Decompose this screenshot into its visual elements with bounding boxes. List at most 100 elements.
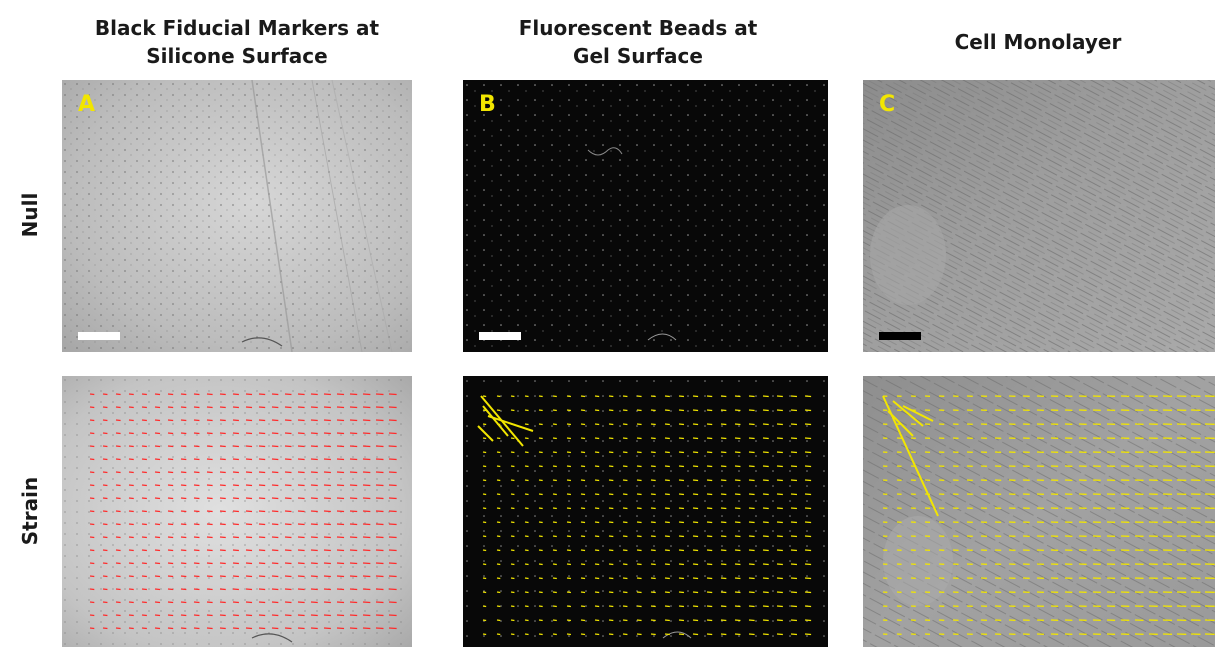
displacement-vector	[232, 614, 239, 617]
displacement-vector	[636, 521, 642, 524]
displacement-vector	[636, 563, 642, 566]
displacement-vector	[323, 601, 331, 604]
displacement-vector	[608, 507, 614, 510]
displacement-vector	[790, 619, 798, 622]
displacement-vector	[310, 614, 318, 617]
displacement-vector	[650, 423, 656, 426]
displacement-vector	[388, 510, 397, 513]
displacement-vector	[762, 451, 769, 454]
displacement-vector	[762, 521, 769, 524]
displacement-vector	[594, 437, 600, 440]
displacement-vector	[776, 479, 783, 482]
displacement-vector	[206, 549, 213, 552]
displacement-vector	[193, 601, 200, 604]
displacement-vector	[790, 479, 798, 482]
displacement-vector	[323, 536, 331, 539]
displacement-vector	[375, 510, 384, 513]
displacement-vector	[115, 445, 121, 448]
displacement-vector	[594, 493, 600, 496]
displacement-vector	[336, 406, 345, 409]
displacement-vector	[128, 458, 134, 461]
displacement-vector	[349, 471, 358, 474]
displacement-vector	[566, 549, 572, 552]
displacement-vector	[141, 523, 147, 526]
displacement-vector	[510, 535, 515, 538]
displacement-vector	[790, 451, 798, 454]
displacement-vector	[167, 575, 174, 578]
displacement-vector	[748, 395, 755, 398]
displacement-vector	[636, 451, 642, 454]
displacement-vector	[790, 521, 798, 524]
displacement-vector	[258, 432, 266, 435]
displacement-vector	[336, 484, 345, 487]
displacement-vector	[552, 521, 557, 524]
displacement-vector	[552, 605, 557, 608]
displacement-vector	[762, 423, 769, 426]
displacement-vector	[232, 601, 239, 604]
displacement-vector	[362, 471, 371, 474]
displacement-vector	[790, 563, 798, 566]
displacement-vector	[297, 614, 305, 617]
displacement-vector	[219, 484, 226, 487]
displacement-vector	[362, 562, 371, 565]
displacement-vector	[115, 419, 121, 422]
displacement-vector	[310, 406, 318, 409]
displacement-vector	[664, 465, 670, 468]
displacement-vector	[692, 549, 699, 552]
displacement-vector	[496, 577, 501, 580]
displacement-vector	[510, 591, 515, 594]
displacement-vector	[720, 591, 727, 594]
displacement-vector	[748, 633, 755, 636]
displacement-vector	[219, 432, 226, 435]
displacement-vector	[622, 423, 628, 426]
displacement-vector	[154, 497, 161, 500]
displacement-vector	[102, 484, 108, 487]
displacement-vector	[271, 562, 279, 565]
displacement-vector	[790, 633, 798, 636]
displacement-vector	[608, 493, 614, 496]
displacement-vector	[566, 563, 572, 566]
displacement-vector	[510, 409, 515, 412]
displacement-vector	[552, 479, 557, 482]
displacement-vector	[128, 588, 134, 591]
displacement-vector	[594, 633, 600, 636]
displacement-vector	[375, 627, 384, 630]
displacement-vector	[284, 523, 292, 526]
displacement-vector	[552, 633, 557, 636]
displacement-vector	[349, 523, 358, 526]
displacement-vector	[720, 605, 727, 608]
displacement-vector	[297, 549, 305, 552]
fluorescent-beads-image	[463, 80, 828, 352]
displacement-vector	[167, 627, 174, 630]
displacement-vector	[482, 437, 487, 440]
displacement-vector	[720, 521, 727, 524]
displacement-vector	[284, 484, 292, 487]
displacement-vector	[887, 410, 914, 437]
displacement-vector	[538, 549, 543, 552]
displacement-vector	[310, 393, 318, 396]
displacement-vector	[128, 432, 134, 435]
displacement-vector	[566, 507, 572, 510]
displacement-vector	[154, 406, 161, 409]
column-title-line1: Fluorescent Beads at	[518, 16, 758, 40]
displacement-vector	[496, 507, 501, 510]
displacement-vector	[180, 484, 187, 487]
displacement-vector	[206, 406, 213, 409]
displacement-vector	[219, 406, 226, 409]
displacement-vector	[128, 523, 134, 526]
displacement-vector	[284, 601, 292, 604]
displacement-vector	[510, 507, 515, 510]
displacement-vector	[496, 535, 501, 538]
row-label-strain: Strain	[18, 476, 42, 546]
displacement-vector	[580, 451, 586, 454]
displacement-vector	[706, 535, 713, 538]
displacement-vector	[482, 549, 487, 552]
displacement-vector	[115, 458, 121, 461]
displacement-vector	[790, 549, 798, 552]
displacement-vector	[167, 510, 174, 513]
displacement-vector	[608, 549, 614, 552]
displacement-vector	[580, 577, 586, 580]
displacement-vector	[580, 605, 586, 608]
displacement-vector	[245, 406, 253, 409]
displacement-vector	[650, 521, 656, 524]
